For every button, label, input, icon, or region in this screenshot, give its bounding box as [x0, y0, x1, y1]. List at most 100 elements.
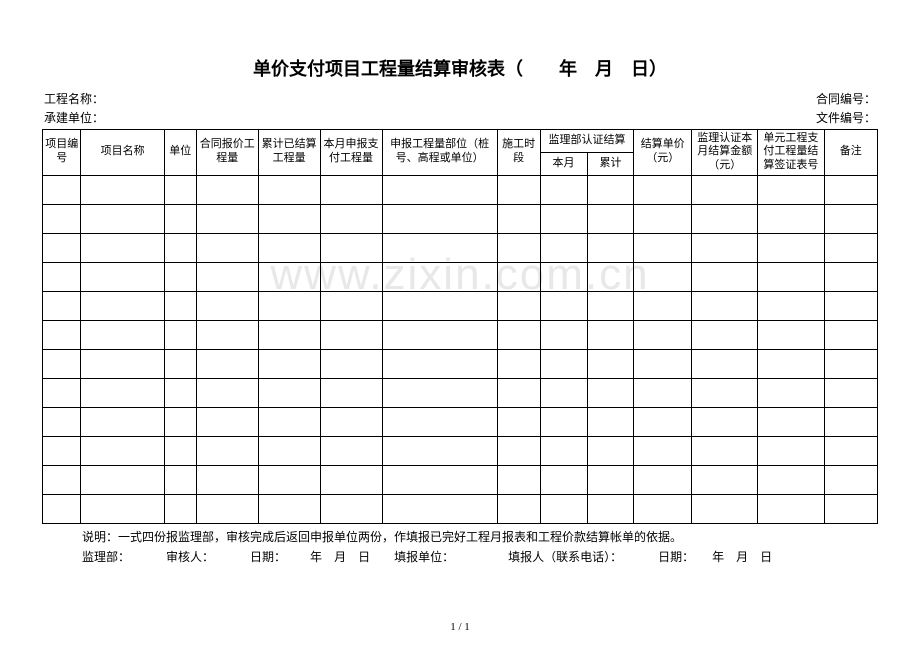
- table-cell: [320, 465, 382, 494]
- table-cell: [587, 436, 634, 465]
- table-cell: [258, 436, 320, 465]
- table-cell: [692, 349, 758, 378]
- table-cell: [320, 291, 382, 320]
- table-cell: [497, 262, 540, 291]
- table-cell: [497, 407, 540, 436]
- col-cumulative: 累计: [587, 152, 634, 175]
- col-project-no: 项目编号: [43, 129, 81, 175]
- page-title: 单价支付项目工程量结算审核表（ 年 月 日）: [42, 55, 878, 81]
- table-cell: [497, 378, 540, 407]
- table-cell: [540, 175, 587, 204]
- contractor-label: 承建单位：: [44, 110, 104, 127]
- table-cell: [587, 465, 634, 494]
- table-row: [43, 465, 878, 494]
- table-cell: [320, 436, 382, 465]
- col-project-name: 项目名称: [81, 129, 164, 175]
- table-row: [43, 233, 878, 262]
- footer-fill-person: 填报人（联系电话）：: [508, 548, 622, 565]
- table-cell: [758, 465, 824, 494]
- table-cell: [497, 204, 540, 233]
- table-cell: [258, 204, 320, 233]
- table-cell: [758, 262, 824, 291]
- table-cell: [81, 204, 164, 233]
- table-cell: [81, 436, 164, 465]
- table-cell: [164, 407, 196, 436]
- table-cell: [258, 349, 320, 378]
- table-cell: [692, 436, 758, 465]
- table-cell: [81, 291, 164, 320]
- table-cell: [540, 436, 587, 465]
- table-cell: [164, 349, 196, 378]
- table-cell: [587, 320, 634, 349]
- table-cell: [196, 349, 258, 378]
- table-cell: [587, 204, 634, 233]
- table-cell: [164, 233, 196, 262]
- table-cell: [758, 407, 824, 436]
- table-cell: [382, 378, 497, 407]
- table-cell: [587, 233, 634, 262]
- table-cell: [540, 204, 587, 233]
- table-cell: [164, 320, 196, 349]
- table-cell: [81, 407, 164, 436]
- main-table: 项目编号 项目名称 单位 合同报价工程量 累计已结算工程量 本月申报支付工程量 …: [42, 129, 878, 524]
- footer-month2: 月: [736, 548, 748, 565]
- table-cell: [382, 175, 497, 204]
- table-cell: [196, 407, 258, 436]
- table-cell: [164, 262, 196, 291]
- table-row: [43, 320, 878, 349]
- footer-date1: 日期：: [250, 548, 286, 565]
- table-cell: [320, 262, 382, 291]
- table-cell: [540, 407, 587, 436]
- col-supervisor-cert: 监理部认证结算: [540, 129, 634, 152]
- table-cell: [758, 233, 824, 262]
- table-cell: [692, 407, 758, 436]
- table-cell: [196, 494, 258, 523]
- table-cell: [634, 494, 692, 523]
- table-cell: [258, 320, 320, 349]
- footer-day1: 日: [358, 548, 370, 565]
- footer-supervisor: 监理部：: [82, 548, 130, 565]
- table-cell: [824, 494, 878, 523]
- table-cell: [81, 465, 164, 494]
- table-cell: [320, 204, 382, 233]
- table-cell: [587, 378, 634, 407]
- table-cell: [196, 465, 258, 494]
- table-cell: [43, 494, 81, 523]
- col-unit: 单位: [164, 129, 196, 175]
- table-cell: [758, 494, 824, 523]
- table-cell: [196, 233, 258, 262]
- table-cell: [164, 378, 196, 407]
- col-remark: 备注: [824, 129, 878, 175]
- table-cell: [382, 407, 497, 436]
- table-cell: [497, 291, 540, 320]
- table-cell: [43, 175, 81, 204]
- col-month-qty: 本月申报支付工程量: [320, 129, 382, 175]
- footer-date2: 日期：: [658, 548, 694, 565]
- table-cell: [540, 320, 587, 349]
- table-cell: [258, 407, 320, 436]
- header-row-2: 承建单位： 文件编号：: [42, 110, 878, 129]
- table-cell: [758, 378, 824, 407]
- table-cell: [540, 291, 587, 320]
- table-cell: [634, 233, 692, 262]
- table-cell: [634, 378, 692, 407]
- table-cell: [81, 378, 164, 407]
- table-cell: [824, 262, 878, 291]
- table-cell: [692, 378, 758, 407]
- table-row: [43, 407, 878, 436]
- col-contract-qty: 合同报价工程量: [196, 129, 258, 175]
- table-cell: [382, 291, 497, 320]
- table-cell: [824, 291, 878, 320]
- table-cell: [540, 494, 587, 523]
- table-cell: [540, 262, 587, 291]
- table-cell: [824, 233, 878, 262]
- col-location: 申报工程量部位（桩号、高程或单位）: [382, 129, 497, 175]
- table-cell: [824, 465, 878, 494]
- table-cell: [824, 436, 878, 465]
- table-cell: [196, 262, 258, 291]
- table-cell: [81, 320, 164, 349]
- table-cell: [587, 262, 634, 291]
- table-cell: [824, 204, 878, 233]
- table-cell: [692, 320, 758, 349]
- table-cell: [634, 262, 692, 291]
